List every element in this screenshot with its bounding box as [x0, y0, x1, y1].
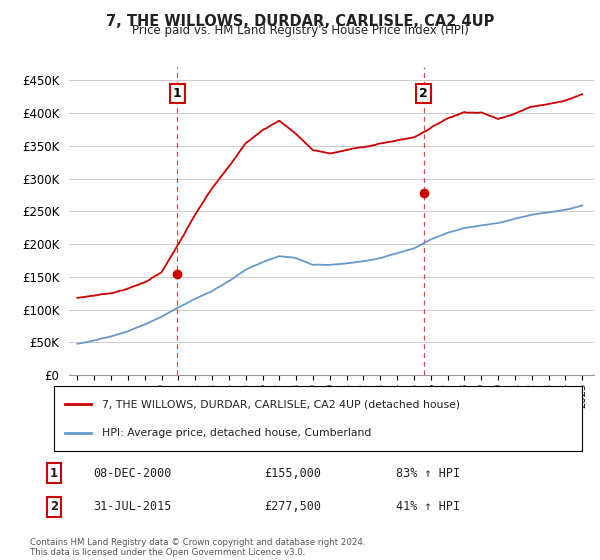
Text: 83% ↑ HPI: 83% ↑ HPI	[396, 466, 460, 480]
Text: 31-JUL-2015: 31-JUL-2015	[93, 500, 172, 514]
Text: Contains HM Land Registry data © Crown copyright and database right 2024.
This d: Contains HM Land Registry data © Crown c…	[30, 538, 365, 557]
Text: 41% ↑ HPI: 41% ↑ HPI	[396, 500, 460, 514]
Text: HPI: Average price, detached house, Cumberland: HPI: Average price, detached house, Cumb…	[101, 428, 371, 438]
Text: 2: 2	[50, 500, 58, 514]
Text: £277,500: £277,500	[264, 500, 321, 514]
Text: 1: 1	[173, 87, 182, 100]
Text: 7, THE WILLOWS, DURDAR, CARLISLE, CA2 4UP: 7, THE WILLOWS, DURDAR, CARLISLE, CA2 4U…	[106, 14, 494, 29]
Text: Price paid vs. HM Land Registry's House Price Index (HPI): Price paid vs. HM Land Registry's House …	[131, 24, 469, 37]
Text: 1: 1	[50, 466, 58, 480]
Text: £155,000: £155,000	[264, 466, 321, 480]
Text: 08-DEC-2000: 08-DEC-2000	[93, 466, 172, 480]
Text: 7, THE WILLOWS, DURDAR, CARLISLE, CA2 4UP (detached house): 7, THE WILLOWS, DURDAR, CARLISLE, CA2 4U…	[101, 399, 460, 409]
Text: 2: 2	[419, 87, 428, 100]
